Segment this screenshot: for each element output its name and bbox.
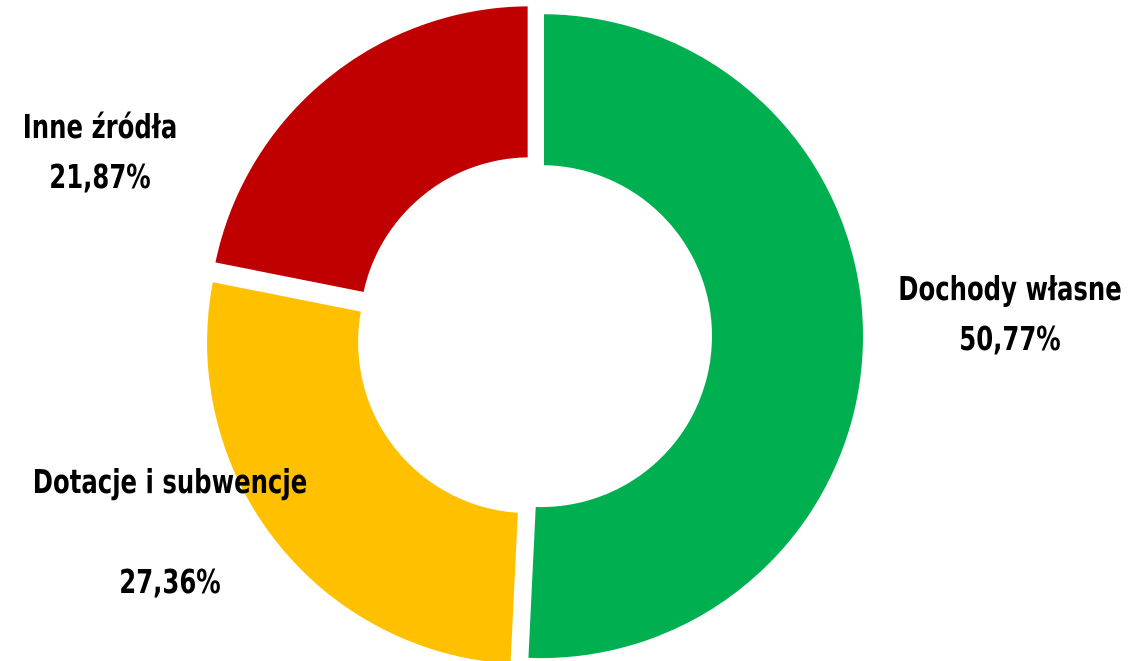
data-label-name: Dotacje i subwencje	[32, 462, 308, 501]
slice-dotacje-i-subwencje	[201, 275, 525, 661]
slice-inne-zrodla	[208, 0, 534, 299]
data-label-value: 27,36%	[119, 562, 221, 601]
data-label-name: Dochody własne	[898, 269, 1122, 308]
data-label-dochody-wlasne: Dochody własne 50,77%	[854, 272, 1141, 355]
data-label-dotacje-i-subwencje: Dotacje i subwencje 27,36%	[6, 465, 334, 598]
slice-dochody-wlasne	[522, 8, 869, 661]
data-label-value: 50,77%	[959, 319, 1061, 358]
data-label-value: 21,87%	[49, 157, 151, 196]
data-label-inne-zrodla: Inne źródła 21,87%	[0, 110, 227, 193]
data-label-name: Inne źródła	[22, 107, 178, 146]
